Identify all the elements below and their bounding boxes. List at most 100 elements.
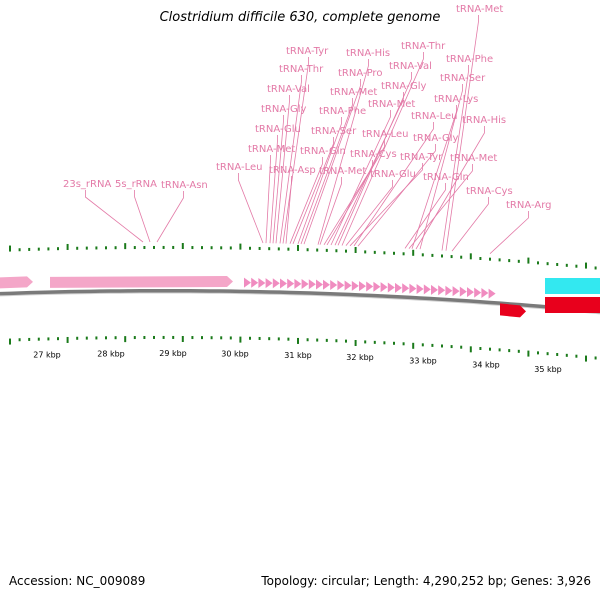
trna-arrow: [387, 282, 395, 293]
leader-line: [272, 115, 284, 244]
feature-label: tRNA-Met: [450, 153, 497, 164]
leader-line: [265, 155, 271, 244]
scale-label: 30 kbp: [221, 350, 249, 359]
leader-line: [275, 95, 290, 244]
trna-arrow: [308, 279, 316, 290]
feature-label: tRNA-Glu: [255, 124, 301, 135]
leader-line: [238, 173, 264, 244]
feature-label: tRNA-Leu: [411, 111, 457, 122]
trna-arrow: [251, 277, 259, 288]
leader-line: [134, 190, 151, 243]
trna-arrow: [452, 286, 460, 297]
leader-line: [415, 126, 485, 250]
leader-line: [156, 191, 184, 243]
trna-arrow: [280, 278, 287, 289]
feature-label: tRNA-Met: [456, 4, 503, 15]
leader-line: [341, 52, 424, 246]
trna-arrow: [294, 278, 302, 289]
feature-label: 5s_rRNA: [115, 179, 157, 190]
leader-line: [404, 183, 446, 249]
leader-line: [334, 92, 404, 246]
scale-label: 29 kbp: [159, 349, 187, 358]
feature-label: tRNA-Leu: [216, 162, 262, 173]
feature-label: tRNA-Met: [368, 99, 415, 110]
trna-arrow: [287, 278, 295, 289]
scale-label: 32 kbp: [346, 353, 374, 362]
feature-label: tRNA-Ser: [311, 126, 357, 137]
scale-label: 27 kbp: [33, 350, 61, 359]
trna-arrow: [258, 277, 266, 288]
leader-line: [292, 137, 334, 244]
leader-line: [353, 122, 434, 247]
scale-label: 31 kbp: [284, 351, 312, 360]
trna-arrow: [323, 279, 330, 290]
trna-arrow: [488, 288, 496, 299]
feature-label: tRNA-Thr: [401, 41, 446, 52]
trna-arrow: [330, 280, 338, 291]
leader-line: [408, 164, 473, 249]
gene-red-arrow: [500, 303, 526, 318]
trna-arrow: [395, 282, 402, 293]
feature-label: tRNA-Tyr: [286, 46, 329, 57]
map-title: Clostridium difficile 630, complete geno…: [159, 10, 441, 25]
trna-arrow: [265, 278, 273, 289]
leader-line: [269, 135, 278, 244]
trna-arrow: [301, 279, 309, 290]
feature-label: tRNA-Ser: [440, 73, 486, 84]
leader-line: [289, 157, 323, 244]
feature-label: tRNA-Asp: [269, 165, 316, 176]
feature-label: tRNA-Met: [330, 87, 377, 98]
feature-label: tRNA-Val: [389, 61, 432, 72]
rrna-23s-arrow-main: [50, 275, 233, 288]
feature-label: tRNA-Lys: [434, 94, 478, 105]
leader-line: [300, 98, 353, 245]
leader-line: [357, 144, 436, 247]
trna-arrow: [380, 282, 388, 293]
feature-label: tRNA-His: [462, 115, 506, 126]
feature-label: tRNA-Phe: [319, 106, 366, 117]
feature-label: tRNA-Pro: [338, 68, 382, 79]
feature-label: tRNA-Gly: [261, 104, 306, 115]
trna-arrow: [244, 277, 251, 288]
feature-label: tRNA-Gly: [381, 81, 426, 92]
gene-red-block: [545, 297, 600, 313]
leader-line: [451, 197, 489, 252]
rrna-23s-arrow: [0, 276, 33, 289]
leader-line: [489, 211, 529, 254]
trna-arrow: [438, 285, 446, 296]
leader-line: [345, 180, 393, 246]
trna-arrow: [431, 284, 438, 295]
trna-arrow: [344, 280, 352, 291]
feature-label: tRNA-Arg: [506, 200, 551, 211]
leader-line: [349, 163, 423, 247]
feature-label: tRNA-Gly: [413, 133, 458, 144]
feature-label: tRNA-Leu: [362, 129, 408, 140]
leader-line: [330, 110, 391, 246]
trna-arrow: [423, 284, 431, 295]
feature-label: tRNA-Glu: [370, 169, 416, 180]
feature-label: 23s_rRNA: [63, 179, 111, 190]
trna-arrow: [373, 281, 381, 292]
trna-arrow: [359, 281, 366, 292]
leader-line: [297, 117, 342, 245]
feature-label: tRNA-Met: [319, 166, 366, 177]
trna-arrow: [402, 283, 410, 294]
trna-arrow: [272, 278, 280, 289]
trna-arrow: [409, 283, 417, 294]
feature-label: tRNA-His: [346, 48, 390, 59]
leader-line: [419, 84, 463, 250]
feature-label: tRNA-Tyr: [400, 152, 443, 163]
feature-label: tRNA-Val: [267, 84, 310, 95]
leader-line: [445, 15, 479, 251]
gene-cyan-block: [545, 278, 600, 294]
trna-arrow: [467, 287, 474, 298]
feature-label: tRNA-Thr: [279, 64, 324, 75]
feature-label: tRNA-Gln: [300, 146, 346, 157]
feature-label: tRNA-Phe: [446, 54, 493, 65]
leader-line: [317, 59, 369, 245]
topology-label: Topology: circular; Length: 4,290,252 bp…: [261, 574, 591, 588]
scale-label: 33 kbp: [409, 356, 437, 365]
trna-arrow: [337, 280, 345, 291]
leader-line: [85, 190, 144, 243]
